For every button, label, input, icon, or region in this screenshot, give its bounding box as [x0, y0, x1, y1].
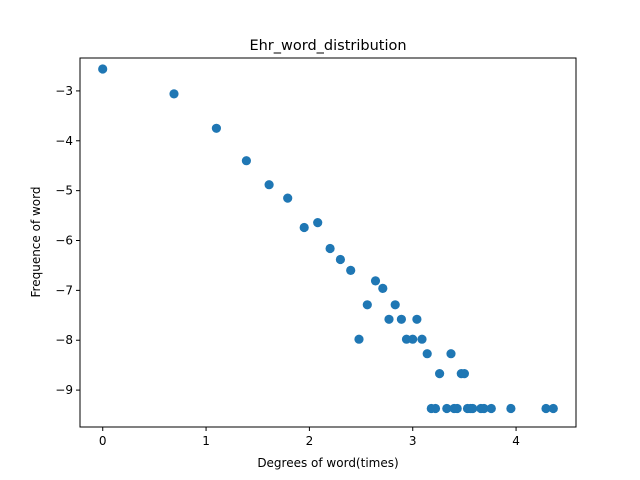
data-point-17 — [396, 314, 406, 324]
data-point-29 — [452, 403, 462, 414]
data-point-10 — [346, 265, 356, 275]
y-axis-label: Frequence of word — [29, 187, 43, 298]
data-point-25 — [435, 369, 445, 379]
data-point-11 — [354, 334, 364, 344]
y-axis-ticks: −3 −4 −5 −6 −7 −8 −9 — [55, 84, 80, 397]
data-point-19 — [408, 334, 418, 344]
y-tick-label: −7 — [55, 283, 73, 297]
chart-title: Ehr_word_distribution — [249, 38, 406, 54]
data-point-4 — [264, 180, 274, 190]
data-point-31 — [459, 369, 469, 379]
data-point-8 — [325, 243, 335, 254]
y-tick-label: −6 — [55, 234, 73, 248]
data-point-13 — [370, 276, 381, 286]
data-point-6 — [299, 222, 309, 233]
data-points — [98, 64, 558, 414]
data-point-37 — [486, 403, 496, 414]
data-point-12 — [362, 300, 372, 310]
data-point-26 — [442, 403, 452, 414]
data-point-21 — [417, 334, 427, 344]
data-point-24 — [430, 403, 441, 414]
x-tick-label: 4 — [512, 434, 520, 448]
data-point-27 — [446, 349, 456, 359]
plot-area-frame — [79, 57, 577, 428]
data-point-39 — [541, 403, 551, 414]
data-point-9 — [335, 254, 345, 265]
x-axis-ticks: 0 1 2 3 4 — [99, 427, 520, 448]
data-point-3 — [241, 156, 251, 166]
data-point-16 — [390, 300, 400, 310]
x-tick-label: 2 — [306, 434, 314, 448]
data-point-14 — [378, 283, 388, 293]
data-point-36 — [479, 403, 489, 414]
x-tick-label: 1 — [202, 434, 210, 448]
y-tick-label: −8 — [55, 333, 73, 347]
data-point-40 — [548, 403, 558, 414]
data-point-5 — [283, 193, 293, 203]
x-axis-label: Degrees of word(times) — [257, 456, 398, 470]
data-point-34 — [468, 403, 478, 414]
y-tick-label: −9 — [55, 383, 73, 397]
data-point-15 — [384, 314, 394, 324]
y-tick-label: −3 — [55, 84, 73, 98]
data-point-22 — [422, 349, 432, 359]
y-tick-label: −5 — [55, 184, 73, 198]
data-point-38 — [506, 403, 516, 414]
x-tick-label: 0 — [99, 434, 107, 448]
data-point-20 — [412, 314, 422, 324]
data-point-1 — [169, 89, 179, 99]
x-tick-label: 3 — [409, 434, 417, 448]
data-point-2 — [211, 123, 221, 133]
y-tick-label: −4 — [55, 134, 73, 148]
data-point-7 — [313, 218, 323, 228]
data-point-0 — [98, 64, 108, 74]
